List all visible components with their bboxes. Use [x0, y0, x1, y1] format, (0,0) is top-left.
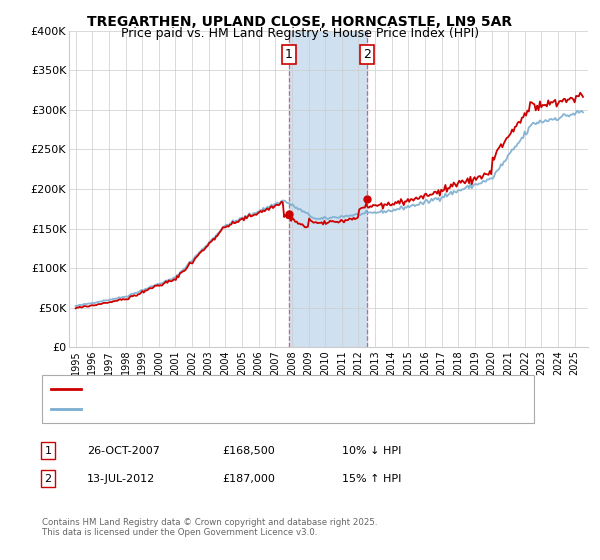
- Text: 15% ↑ HPI: 15% ↑ HPI: [342, 474, 401, 484]
- Text: 13-JUL-2012: 13-JUL-2012: [87, 474, 155, 484]
- Point: [284, 209, 294, 218]
- Text: 10% ↓ HPI: 10% ↓ HPI: [342, 446, 401, 456]
- Text: Price paid vs. HM Land Registry's House Price Index (HPI): Price paid vs. HM Land Registry's House …: [121, 27, 479, 40]
- Point: [362, 195, 372, 204]
- Text: 1: 1: [285, 48, 293, 61]
- Text: £168,500: £168,500: [222, 446, 275, 456]
- Text: 2: 2: [364, 48, 371, 61]
- Text: 2: 2: [44, 474, 52, 484]
- Text: 26-OCT-2007: 26-OCT-2007: [87, 446, 160, 456]
- Text: TREGARTHEN, UPLAND CLOSE, HORNCASTLE, LN9 5AR (detached house): TREGARTHEN, UPLAND CLOSE, HORNCASTLE, LN…: [87, 384, 466, 394]
- Text: TREGARTHEN, UPLAND CLOSE, HORNCASTLE, LN9 5AR: TREGARTHEN, UPLAND CLOSE, HORNCASTLE, LN…: [88, 15, 512, 29]
- Text: 1: 1: [44, 446, 52, 456]
- Text: Contains HM Land Registry data © Crown copyright and database right 2025.
This d: Contains HM Land Registry data © Crown c…: [42, 518, 377, 538]
- Bar: [289, 31, 367, 347]
- Text: £187,000: £187,000: [222, 474, 275, 484]
- Text: HPI: Average price, detached house, East Lindsey: HPI: Average price, detached house, East…: [87, 404, 346, 414]
